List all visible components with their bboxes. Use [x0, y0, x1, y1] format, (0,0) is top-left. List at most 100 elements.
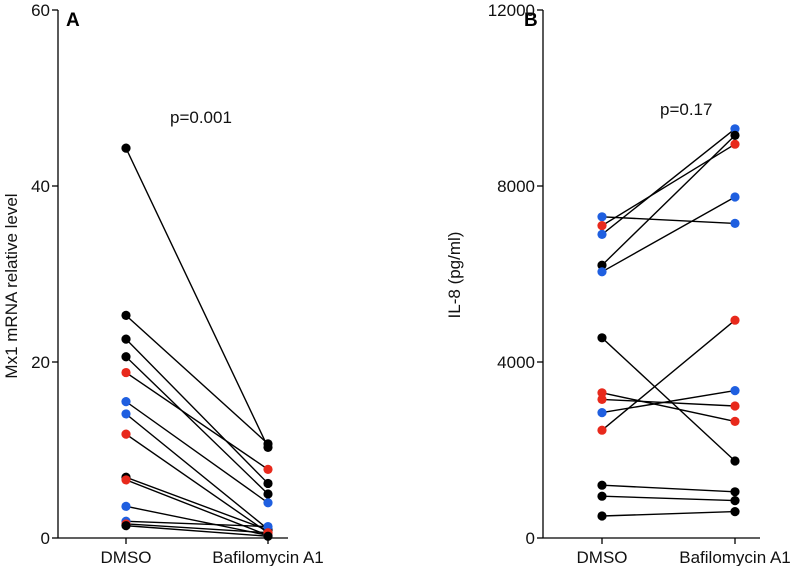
panel-b-pair-lines — [601, 128, 736, 517]
panel-a-pair-line — [125, 476, 269, 531]
panel-b-point-bafilomycin — [730, 401, 740, 411]
panel-b-point-bafilomycin — [730, 124, 740, 134]
panel-b-point-dmso — [597, 221, 607, 231]
panel-b-pvalue: p=0.17 — [660, 100, 712, 119]
panel-b-point-dmso — [597, 212, 607, 222]
panel-a-pair-line — [125, 433, 269, 534]
panel-a-ylabel: Mx1 mRNA relative level — [2, 193, 21, 378]
panel-b-ytick-labels: 0 4000 8000 12000 — [488, 1, 535, 548]
panel-a-point-dmso — [121, 521, 131, 531]
panel-a-ytick-labels: 0 20 40 60 — [31, 1, 50, 548]
panel-b-point-bafilomycin — [730, 507, 740, 517]
panel-a-pair-line — [125, 401, 269, 504]
panel-a-points — [121, 143, 273, 541]
panel-a-pair-line — [125, 356, 269, 495]
panel-a: A p=0.001 Mx1 mRNA relative level 0 20 40 6… — [2, 1, 324, 566]
panel-b-point-dmso — [597, 333, 607, 343]
panel-a-pair-line — [125, 338, 269, 484]
panel-b-point-dmso — [597, 425, 607, 435]
panel-b-point-bafilomycin — [730, 130, 740, 140]
panel-b-point-dmso — [597, 408, 607, 418]
panel-b-point-dmso — [597, 388, 607, 398]
panel-a-point-bafilomycin — [263, 464, 273, 474]
panel-a-xtick-label: DMSO — [101, 548, 152, 566]
panel-a-pair-line — [125, 147, 269, 448]
panel-b-point-dmso — [597, 394, 607, 404]
panel-a-point-dmso — [121, 143, 131, 153]
panel-b-letter: B — [524, 10, 538, 31]
panel-a-pair-line — [125, 524, 269, 537]
panel-a-ytick-label: 20 — [31, 353, 50, 372]
panel-a-point-dmso — [121, 501, 131, 511]
panel-b-point-bafilomycin — [730, 386, 740, 396]
panel-b-point-dmso — [597, 491, 607, 501]
panel-b-ytick-label: 8000 — [497, 177, 535, 196]
panel-b: B p=0.17 IL-8 (pg/ml) 0 4000 8000 12000 DMS… — [445, 1, 791, 566]
panel-b-pair-line — [601, 134, 736, 266]
panel-a-xtick-labels: DMSO Bafilomycin A1 — [101, 548, 324, 566]
panel-b-xtick-labels: DMSO Bafilomycin A1 — [577, 548, 791, 566]
panel-b-point-dmso — [597, 480, 607, 490]
panel-b-point-dmso — [597, 260, 607, 270]
panel-b-pair-line — [601, 389, 736, 414]
panel-b-point-bafilomycin — [730, 487, 740, 497]
panel-a-point-bafilomycin — [263, 489, 273, 499]
panel-a-pair-line — [125, 314, 269, 445]
panel-a-xtick-label: Bafilomycin A1 — [212, 548, 324, 566]
panel-b-pair-line — [601, 484, 736, 493]
panel-b-ytick-label: 12000 — [488, 1, 535, 20]
panel-b-ylabel: IL-8 (pg/ml) — [445, 232, 464, 319]
panel-b-axes — [537, 9, 760, 544]
panel-a-point-bafilomycin — [263, 439, 273, 449]
panel-a-point-dmso — [121, 397, 131, 407]
panel-b-pair-line — [601, 398, 736, 407]
panel-a-ytick-label: 0 — [41, 529, 50, 548]
panel-a-pair-line — [125, 505, 269, 537]
panel-b-pair-line — [601, 337, 736, 462]
panel-b-pair-line — [601, 392, 736, 423]
panel-b-point-bafilomycin — [730, 416, 740, 426]
panel-b-pair-line — [601, 128, 736, 235]
panel-a-ytick-label: 60 — [31, 1, 50, 20]
panel-b-point-bafilomycin — [730, 218, 740, 228]
panel-a-pvalue: p=0.001 — [170, 108, 232, 127]
panel-a-pair-line — [125, 520, 269, 528]
panel-b-point-bafilomycin — [730, 315, 740, 325]
panel-b-point-bafilomycin — [730, 192, 740, 202]
panel-a-point-dmso — [121, 475, 131, 485]
panel-a-point-dmso — [121, 429, 131, 439]
panel-a-pair-lines — [125, 147, 269, 537]
panel-b-points — [597, 124, 740, 521]
panel-a-point-dmso — [121, 367, 131, 378]
panel-a-point-bafilomycin — [263, 531, 273, 541]
panel-a-point-bafilomycin — [263, 498, 273, 508]
panel-a-axes — [52, 9, 288, 544]
panel-b-ytick-label: 0 — [526, 529, 535, 548]
panel-b-point-bafilomycin — [730, 139, 740, 149]
panel-b-xtick-label: Bafilomycin A1 — [679, 548, 791, 566]
panel-b-pair-line — [601, 495, 736, 502]
panel-b-point-dmso — [597, 267, 607, 277]
panel-a-point-dmso — [121, 310, 131, 320]
panel-a-point-bafilomycin — [263, 478, 273, 489]
panel-a-ytick-label: 40 — [31, 177, 50, 196]
panel-b-point-bafilomycin — [730, 456, 740, 466]
panel-b-xtick-label: DMSO — [577, 548, 628, 566]
panel-b-pair-line — [601, 216, 736, 225]
panel-a-pair-line — [125, 523, 269, 534]
panel-a-pair-line — [125, 371, 269, 470]
panel-a-letter: A — [66, 10, 80, 31]
panel-b-point-bafilomycin — [730, 496, 740, 506]
panel-b-pair-line — [601, 143, 736, 227]
panel-b-point-dmso — [597, 511, 607, 521]
panel-a-pair-line — [125, 413, 269, 530]
panel-b-point-dmso — [597, 229, 607, 239]
panel-b-pair-line — [601, 510, 736, 517]
panel-b-pair-line — [601, 319, 736, 431]
panel-b-ytick-label: 4000 — [497, 353, 535, 372]
panel-a-point-dmso — [121, 352, 131, 362]
panel-a-point-dmso — [121, 334, 131, 344]
panel-a-point-dmso — [121, 409, 131, 419]
panel-b-pair-line — [601, 196, 736, 273]
